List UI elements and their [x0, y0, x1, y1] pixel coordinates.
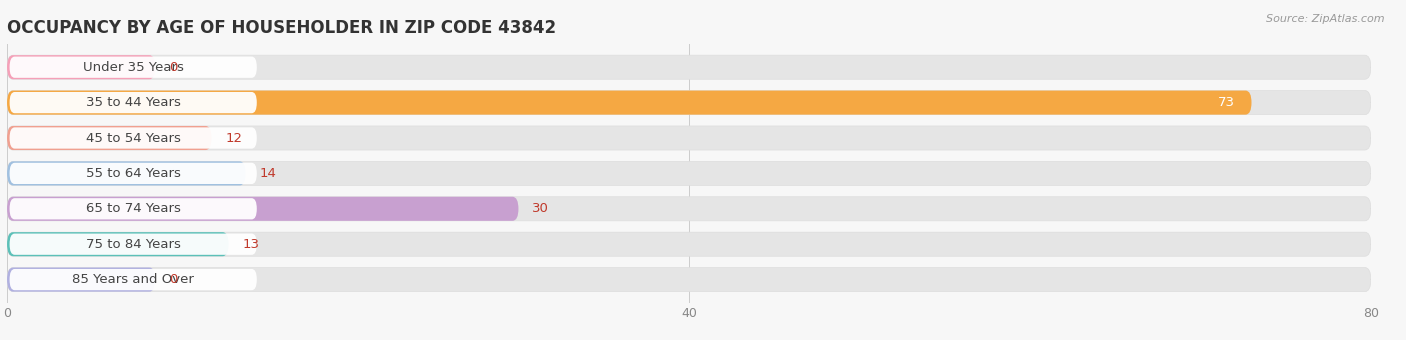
- Text: 13: 13: [242, 238, 259, 251]
- FancyBboxPatch shape: [7, 268, 1371, 292]
- FancyBboxPatch shape: [7, 90, 1371, 115]
- FancyBboxPatch shape: [10, 128, 257, 149]
- Text: 73: 73: [1218, 96, 1234, 109]
- FancyBboxPatch shape: [10, 163, 257, 184]
- Text: 12: 12: [225, 132, 242, 144]
- Text: 65 to 74 Years: 65 to 74 Years: [86, 202, 180, 215]
- FancyBboxPatch shape: [7, 268, 155, 292]
- FancyBboxPatch shape: [10, 198, 257, 219]
- FancyBboxPatch shape: [7, 126, 212, 150]
- Text: 0: 0: [169, 61, 177, 74]
- Text: 75 to 84 Years: 75 to 84 Years: [86, 238, 180, 251]
- Text: 0: 0: [169, 273, 177, 286]
- Text: Source: ZipAtlas.com: Source: ZipAtlas.com: [1267, 14, 1385, 23]
- FancyBboxPatch shape: [7, 197, 519, 221]
- Text: OCCUPANCY BY AGE OF HOUSEHOLDER IN ZIP CODE 43842: OCCUPANCY BY AGE OF HOUSEHOLDER IN ZIP C…: [7, 19, 557, 37]
- Text: 45 to 54 Years: 45 to 54 Years: [86, 132, 180, 144]
- Text: 30: 30: [531, 202, 548, 215]
- Text: 85 Years and Over: 85 Years and Over: [72, 273, 194, 286]
- FancyBboxPatch shape: [10, 56, 257, 78]
- FancyBboxPatch shape: [7, 55, 1371, 79]
- FancyBboxPatch shape: [7, 126, 1371, 150]
- FancyBboxPatch shape: [7, 197, 1371, 221]
- Text: 14: 14: [259, 167, 276, 180]
- FancyBboxPatch shape: [7, 162, 246, 185]
- Text: Under 35 Years: Under 35 Years: [83, 61, 184, 74]
- FancyBboxPatch shape: [10, 234, 257, 255]
- FancyBboxPatch shape: [10, 92, 257, 113]
- FancyBboxPatch shape: [7, 232, 229, 256]
- FancyBboxPatch shape: [10, 269, 257, 290]
- FancyBboxPatch shape: [7, 232, 1371, 256]
- FancyBboxPatch shape: [7, 90, 1251, 115]
- Text: 35 to 44 Years: 35 to 44 Years: [86, 96, 180, 109]
- Text: 55 to 64 Years: 55 to 64 Years: [86, 167, 180, 180]
- FancyBboxPatch shape: [7, 55, 155, 79]
- FancyBboxPatch shape: [7, 162, 1371, 185]
